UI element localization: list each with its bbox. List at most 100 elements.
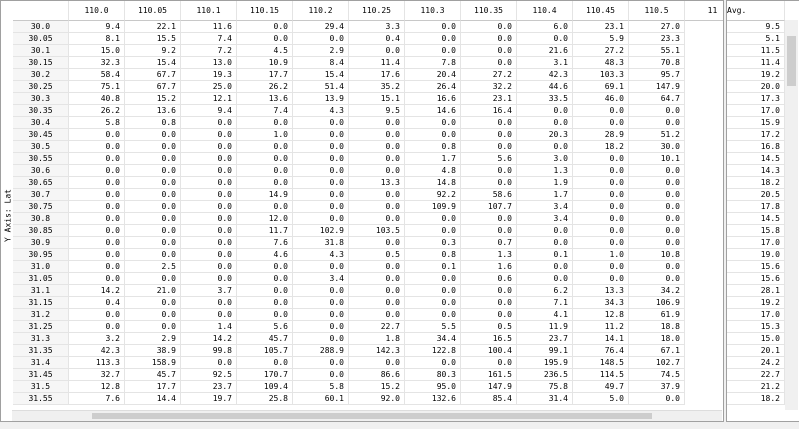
cell: 0.8: [405, 249, 461, 261]
column-header: 110.15: [237, 1, 293, 21]
row-label: 30.75: [13, 201, 69, 213]
row-label: 31.05: [13, 273, 69, 285]
column-header: Avg.: [727, 1, 785, 21]
cell: 0.0: [629, 237, 685, 249]
cell: 3.4: [517, 201, 573, 213]
cell: 15.4: [293, 69, 349, 81]
cell: 0.0: [517, 261, 573, 273]
row-label: 30.55: [13, 153, 69, 165]
cell: 20.3: [517, 129, 573, 141]
row-label: 30.95: [13, 249, 69, 261]
avg-cell: 24.2: [727, 357, 785, 369]
cell: 1.3: [517, 165, 573, 177]
cell: 147.9: [629, 81, 685, 93]
cell: 14.4: [125, 393, 181, 405]
cell: 0.0: [293, 309, 349, 321]
cell: 3.1: [517, 57, 573, 69]
cell: 106.9: [629, 297, 685, 309]
cell: 0.0: [573, 177, 629, 189]
cell: 0.0: [405, 357, 461, 369]
cell: 0.0: [573, 165, 629, 177]
cell: 0.0: [629, 189, 685, 201]
avg-cell: 11.4: [727, 57, 785, 69]
cell: 3.0: [517, 153, 573, 165]
cell: 0.0: [629, 273, 685, 285]
cell: 45.7: [125, 369, 181, 381]
cell: 0.0: [181, 153, 237, 165]
cell: 0.0: [181, 357, 237, 369]
cell: 0.0: [405, 309, 461, 321]
avg-cell: 14.5: [727, 153, 785, 165]
cell: 0.0: [293, 129, 349, 141]
row-label: 30.45: [13, 129, 69, 141]
cell: 15.1: [349, 93, 405, 105]
cell: 0.7: [461, 237, 517, 249]
cell: 7.4: [181, 33, 237, 45]
cell: 22.7: [349, 321, 405, 333]
cell: 75.1: [69, 81, 125, 93]
avg-cell: 17.8: [727, 201, 785, 213]
avg-cell: 17.0: [727, 237, 785, 249]
cell: 0.0: [405, 117, 461, 129]
cell: 17.7: [125, 381, 181, 393]
scroll-thumb[interactable]: [787, 36, 796, 86]
cell: 0.0: [181, 261, 237, 273]
cell: 49.7: [573, 381, 629, 393]
h-scrollbar[interactable]: [12, 410, 722, 421]
cell: 92.5: [181, 369, 237, 381]
cell: 0.0: [69, 153, 125, 165]
cell: 0.0: [349, 45, 405, 57]
cell: 0.0: [125, 237, 181, 249]
cell: 45.7: [237, 333, 293, 345]
cell: 74.5: [629, 369, 685, 381]
cell: 5.6: [237, 321, 293, 333]
scroll-thumb[interactable]: [92, 413, 652, 419]
cell: 27.2: [573, 45, 629, 57]
cell: 0.4: [349, 33, 405, 45]
cell: 109.9: [405, 201, 461, 213]
cell: 0.0: [629, 177, 685, 189]
cell: 0.0: [125, 309, 181, 321]
axis-label: Y Axis: Lat: [3, 189, 13, 242]
avg-cell: 14.5: [727, 213, 785, 225]
row-label: 31.45: [13, 369, 69, 381]
v-scrollbar[interactable]: [785, 20, 798, 410]
cell: 0.0: [181, 297, 237, 309]
cell: 0.0: [629, 261, 685, 273]
cell: 0.0: [125, 177, 181, 189]
cell: 33.5: [517, 93, 573, 105]
cell: 0.0: [573, 153, 629, 165]
cell: 8.1: [69, 33, 125, 45]
cell: 0.0: [461, 141, 517, 153]
cell: 0.0: [405, 129, 461, 141]
cell: 0.4: [69, 297, 125, 309]
cell: 60.1: [293, 393, 349, 405]
avg-cell: 20.5: [727, 189, 785, 201]
row-label: 30.25: [13, 81, 69, 93]
cell: 0.0: [461, 357, 517, 369]
cell: 10.8: [629, 249, 685, 261]
cell: 31.4: [517, 393, 573, 405]
avg-cell: 20.0: [727, 81, 785, 93]
avg-cell: 20.1: [727, 345, 785, 357]
cell: 13.3: [349, 177, 405, 189]
cell: 105.7: [237, 345, 293, 357]
cell: 0.0: [293, 177, 349, 189]
row-label: 30.15: [13, 57, 69, 69]
column-header: 110.3: [405, 1, 461, 21]
avg-cell: 17.2: [727, 129, 785, 141]
cell: 92.0: [349, 393, 405, 405]
cell: 2.5: [125, 261, 181, 273]
avg-cell: 9.5: [727, 21, 785, 33]
cell: 23.1: [461, 93, 517, 105]
cell: 161.5: [461, 369, 517, 381]
cell: 3.4: [517, 213, 573, 225]
avg-cell: 19.2: [727, 69, 785, 81]
cell: 55.1: [629, 45, 685, 57]
avg-cell: 5.1: [727, 33, 785, 45]
cell: 0.0: [349, 201, 405, 213]
cell: 46.0: [573, 93, 629, 105]
cell: 0.0: [69, 189, 125, 201]
cell: 0.0: [517, 273, 573, 285]
cell: 3.2: [69, 333, 125, 345]
